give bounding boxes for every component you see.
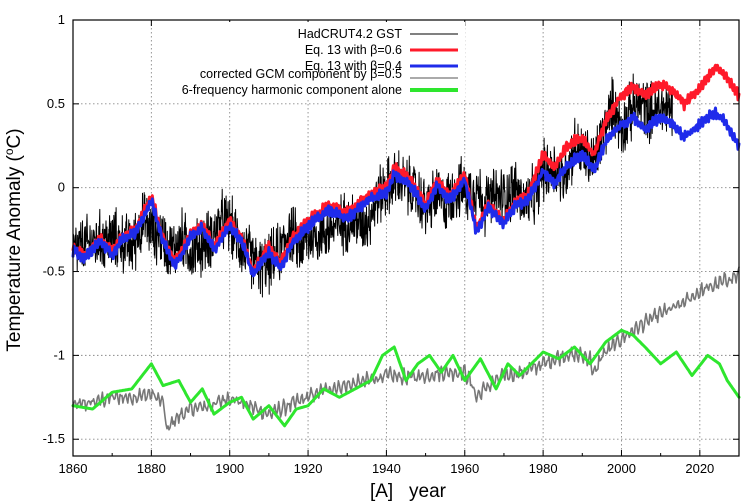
x-tick-label: 1860 <box>59 461 88 476</box>
y-tick-label: -0.5 <box>43 264 65 279</box>
series-line-4 <box>71 328 741 428</box>
y-tick-label: -1 <box>53 347 65 362</box>
series-line-2 <box>71 106 741 278</box>
series-line-3 <box>72 266 740 431</box>
y-axis-title-sup: o <box>2 148 16 155</box>
legend-label-beta04: Eq. 13 with β=0.4 <box>305 59 402 73</box>
x-tick-label: 1920 <box>294 461 323 476</box>
y-tick-label: 0.5 <box>47 96 65 111</box>
legend-background <box>160 22 465 98</box>
series-lines <box>71 63 741 431</box>
plot-frame <box>72 19 740 457</box>
y-tick-label: -1.5 <box>43 431 65 446</box>
legend-label-beta06: Eq. 13 with β=0.6 <box>305 43 402 57</box>
y-tick-label: 1 <box>58 12 65 27</box>
x-tick-label: 2020 <box>685 461 714 476</box>
x-axis-title: [A] year <box>370 481 447 502</box>
x-tick-label: 1980 <box>529 461 558 476</box>
y-axis-title-suffix: C) <box>4 128 25 148</box>
y-tick-label: 0 <box>58 180 65 195</box>
y-axis-title: Temperature Anomaly (oC) <box>2 128 25 351</box>
x-tick-label: 1940 <box>372 461 401 476</box>
series-line-0 <box>72 73 673 298</box>
axis-ticks: 1860 1880 1900 1920 1940 1960 1980 2000 2020 1 0.5… <box>43 12 740 476</box>
legend: HadCRUT4.2 GST Eq. 13 with β=0.6 Eq. 13 … <box>160 22 465 98</box>
y-axis-title-main: Temperature Anomaly ( <box>4 154 25 351</box>
x-tick-label: 1880 <box>137 461 166 476</box>
x-tick-label: 1900 <box>215 461 244 476</box>
legend-label-harmonic: 6-frequency harmonic component alone <box>182 83 402 97</box>
legend-label-gcm: corrected GCM component by β=0.5 <box>200 67 402 81</box>
legend-label-hadcrut: HadCRUT4.2 GST <box>298 27 403 41</box>
x-tick-label: 1960 <box>450 461 479 476</box>
x-tick-label: 2000 <box>607 461 636 476</box>
